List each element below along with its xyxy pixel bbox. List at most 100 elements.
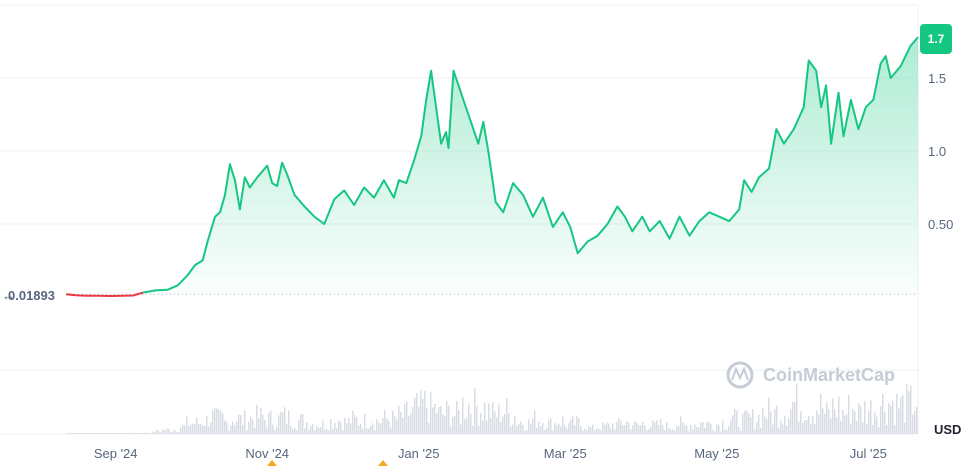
volume-bar — [750, 416, 752, 434]
volume-bar — [720, 431, 722, 434]
volume-bar — [826, 402, 828, 434]
volume-bar — [384, 409, 386, 434]
volume-bar — [334, 423, 336, 434]
event-marker-icon[interactable] — [267, 460, 277, 466]
volume-bar — [584, 428, 586, 434]
volume-bar — [814, 423, 816, 434]
volume-bar — [404, 404, 406, 434]
volume-bar — [626, 421, 628, 434]
volume-bar — [490, 417, 492, 434]
volume-bar — [850, 423, 852, 434]
volume-bar — [110, 433, 112, 434]
volume-bar — [498, 404, 500, 434]
volume-bar — [286, 423, 288, 434]
volume-bar — [800, 411, 802, 434]
price-area-fill — [143, 37, 918, 295]
volume-bar — [446, 400, 448, 434]
volume-bar — [140, 433, 142, 434]
volume-bar — [306, 422, 308, 434]
volume-bar — [444, 415, 446, 434]
volume-bar — [640, 425, 642, 434]
volume-bar — [550, 418, 552, 434]
volume-bar — [786, 425, 788, 434]
volume-bar — [554, 423, 556, 434]
volume-bar — [114, 433, 116, 434]
volume-bar — [164, 430, 166, 434]
volume-bar — [168, 428, 170, 434]
volume-bar — [432, 407, 434, 434]
volume-bar — [254, 427, 256, 434]
volume-bar — [316, 425, 318, 434]
volume-bar — [856, 421, 858, 434]
volume-bar — [154, 432, 156, 434]
volume-bar — [68, 433, 70, 434]
volume-bar — [242, 424, 244, 434]
volume-bar — [520, 421, 522, 434]
volume-bar — [190, 424, 192, 434]
volume-bar — [510, 426, 512, 434]
baseline-arrow-icon: ↔ — [2, 288, 15, 303]
volume-bar — [268, 412, 270, 434]
volume-bar — [302, 414, 304, 434]
volume-bar — [764, 416, 766, 434]
volume-bar — [228, 430, 230, 434]
volume-bar — [202, 425, 204, 434]
volume-bar — [888, 403, 890, 434]
volume-bar — [466, 417, 468, 434]
volume-bar — [660, 418, 662, 434]
volume-bar — [146, 432, 148, 434]
volume-bar — [776, 405, 778, 434]
volume-bar — [426, 407, 428, 434]
volume-bar — [278, 415, 280, 434]
volume-bar — [830, 418, 832, 434]
volume-bar — [338, 420, 340, 434]
volume-bar — [574, 424, 576, 434]
volume-bar — [714, 431, 716, 434]
volume-bar — [560, 426, 562, 434]
price-line-up — [142, 36, 919, 294]
volume-bar — [106, 433, 108, 434]
volume-bar — [172, 431, 174, 434]
x-tick-label: Nov '24 — [245, 446, 289, 461]
volume-bar — [398, 405, 400, 434]
volume-bar — [530, 423, 532, 434]
volume-bar — [474, 388, 476, 434]
volume-bar — [874, 412, 876, 434]
volume-bar — [808, 415, 810, 434]
volume-bar — [438, 406, 440, 434]
volume-bar — [224, 420, 226, 434]
volume-bar — [846, 414, 848, 434]
volume-bar — [522, 424, 524, 434]
x-tick-label: May '25 — [694, 446, 739, 461]
volume-bar — [872, 424, 874, 434]
volume-bar — [160, 432, 162, 434]
volume-bar — [882, 393, 884, 434]
volume-bar — [840, 420, 842, 434]
volume-bar — [476, 406, 478, 434]
volume-bar — [726, 429, 728, 434]
volume-bar — [214, 407, 216, 434]
event-marker-icon[interactable] — [378, 460, 388, 466]
volume-bar — [514, 415, 516, 434]
volume-bar — [548, 420, 550, 434]
volume-bar — [578, 418, 580, 434]
volume-bar — [428, 423, 430, 434]
volume-bar — [678, 425, 680, 434]
volume-bar — [752, 409, 754, 434]
volume-bar — [870, 400, 872, 434]
volume-bar — [588, 426, 590, 434]
current-price-badge: 1.7 — [920, 24, 952, 54]
volume-bar — [206, 416, 208, 434]
volume-bar — [422, 399, 424, 434]
volume-bar — [264, 419, 266, 434]
volume-bar — [104, 433, 106, 434]
volume-bar — [112, 433, 114, 434]
volume-bar — [456, 400, 458, 434]
volume-bar — [150, 433, 152, 434]
volume-bar — [274, 429, 276, 434]
volume-bar — [290, 425, 292, 434]
volume-bar — [440, 405, 442, 434]
volume-bar — [778, 427, 780, 434]
volume-bar — [818, 414, 820, 434]
